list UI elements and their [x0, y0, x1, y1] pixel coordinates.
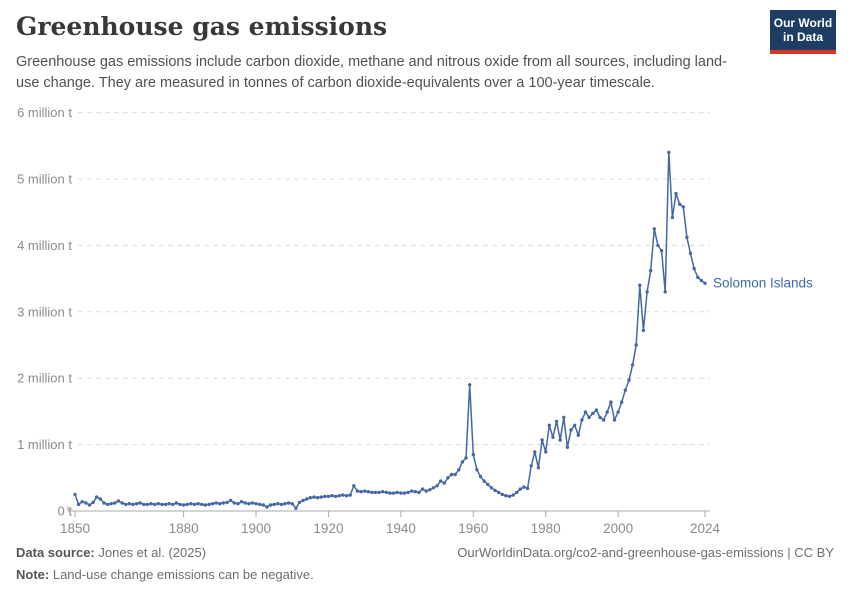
y-tick-label: 0 t: [58, 504, 73, 519]
note-value: Land-use change emissions can be negativ…: [52, 567, 314, 582]
owid-logo[interactable]: Our World in Data: [770, 10, 836, 54]
y-axis-labels: 0 t 1 million t 2 million t 3 million t 4 mi…: [17, 105, 72, 518]
y-tick-label: 1 million t: [17, 437, 72, 452]
x-axis: [67, 506, 710, 517]
x-tick-label: 1960: [458, 521, 488, 536]
y-gridlines: [78, 112, 710, 446]
owid-logo-line1: Our World: [773, 16, 833, 30]
series-end-label[interactable]: Solomon Islands: [713, 276, 813, 291]
y-tick-label: 5 million t: [17, 172, 72, 187]
chart-footer: Data source: Jones et al. (2025) OurWorl…: [16, 545, 834, 582]
x-tick-label: 1900: [241, 521, 271, 536]
data-source-value: Jones et al. (2025): [98, 545, 207, 560]
x-axis-labels: 1850 1880 1900 1920 1940 1960 1980 2000 2024: [60, 521, 721, 536]
x-tick-label: 1940: [386, 521, 416, 536]
owid-url-link[interactable]: OurWorldinData.org/co2-and-greenhouse-ga…: [457, 545, 834, 560]
x-tick-label: 1980: [531, 521, 561, 536]
x-tick-label: 1850: [60, 521, 90, 536]
chart-subtitle: Greenhouse gas emissions include carbon …: [16, 54, 727, 91]
y-tick-label: 2 million t: [17, 371, 72, 386]
note-label: Note:: [16, 567, 50, 582]
data-source: Data source: Jones et al. (2025): [16, 545, 206, 560]
data-source-label: Data source:: [16, 545, 95, 560]
x-tick-label: 1880: [169, 521, 199, 536]
x-tick-label: 1920: [313, 521, 343, 536]
y-tick-label: 4 million t: [17, 238, 72, 253]
page-title: Greenhouse gas emissions: [16, 12, 388, 41]
series-points: [73, 150, 707, 510]
owid-logo-line2: in Data: [782, 30, 823, 45]
y-tick-label: 6 million t: [17, 105, 72, 120]
y-tick-label: 3 million t: [17, 304, 72, 319]
series-solomon-islands[interactable]: [73, 150, 707, 510]
x-tick-label: 2000: [603, 521, 633, 536]
series-line: [74, 151, 706, 510]
x-tick-label: 2024: [690, 521, 721, 536]
